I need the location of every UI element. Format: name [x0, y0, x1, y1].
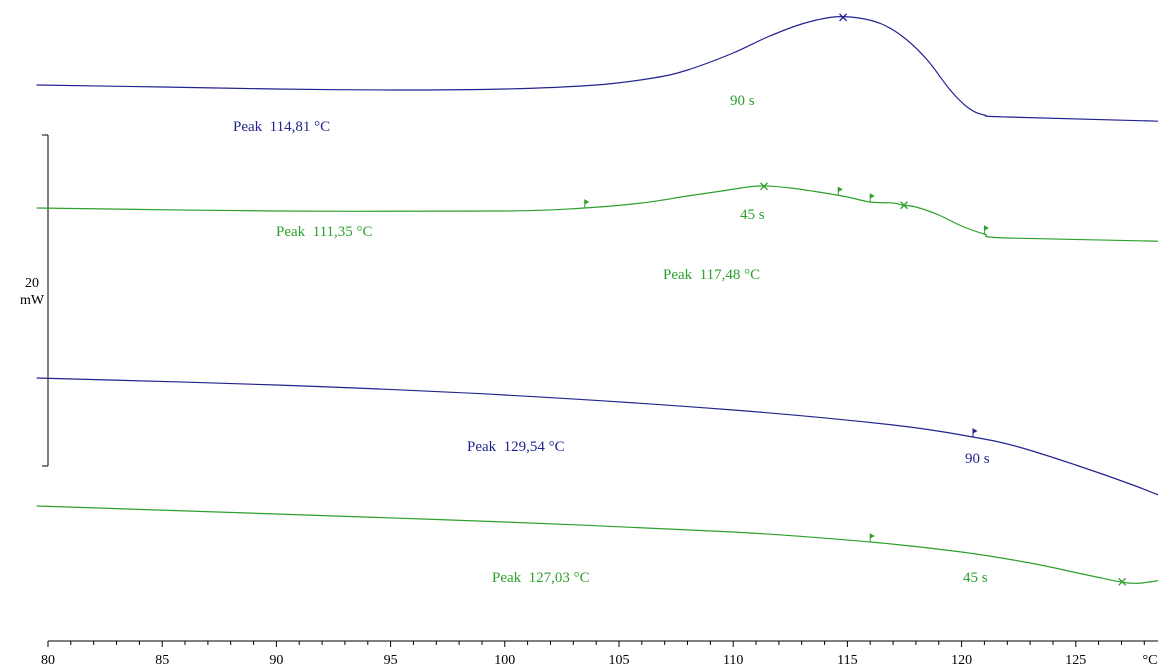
x-tick-label: 90 — [269, 653, 283, 668]
x-tick-label: 95 — [384, 653, 398, 668]
series-label-1: 90 s — [730, 93, 755, 109]
x-tick-label: 120 — [951, 653, 972, 668]
peak-marker-4-1 — [1118, 577, 1127, 586]
x-tick-label: 85 — [155, 653, 169, 668]
peak-marker-2-2 — [900, 201, 909, 210]
dsc-curve-2 — [36, 185, 1158, 242]
limit-flag-4-1 — [869, 533, 875, 542]
x-axis-ticks: 80859095100105110115120125130135140145 — [41, 641, 1145, 668]
x-tick-label: 80 — [41, 653, 55, 668]
limit-flag-2-3 — [869, 193, 875, 202]
limit-flag-2-4 — [983, 225, 989, 234]
limit-flag-3-1 — [972, 428, 978, 437]
peak-marker-2-1 — [760, 182, 768, 191]
scale-bar: 20 mW — [20, 134, 49, 467]
x-tick-label: 110 — [723, 653, 743, 668]
limit-flag-2-2 — [837, 186, 843, 196]
curve-labels: 90 s Peak 114,81 °C 45 s Peak 111,35 °C … — [233, 93, 990, 586]
peak-label-2a: Peak 111,35 °C — [276, 224, 373, 240]
scale-bar-value: 20 — [25, 276, 39, 291]
x-tick-label: 105 — [609, 653, 630, 668]
peak-marker-1-1 — [839, 13, 848, 22]
dsc-curve-4 — [36, 505, 1158, 584]
x-axis-unit: °C — [1143, 653, 1158, 668]
limit-flag-2-1 — [584, 199, 590, 208]
peak-label-1: Peak 114,81 °C — [233, 119, 330, 135]
x-tick-label: 115 — [837, 653, 857, 668]
dsc-curve-3 — [36, 377, 1158, 496]
peak-label-4: Peak 127,03 °C — [492, 570, 590, 586]
curves — [36, 13, 1158, 586]
peak-label-3: Peak 129,54 °C — [467, 439, 565, 455]
dsc-curve-1 — [36, 15, 1158, 122]
x-axis: 80859095100105110115120125130135140145 °… — [41, 640, 1158, 668]
x-tick-label: 100 — [494, 653, 515, 668]
x-tick-label: 125 — [1065, 653, 1086, 668]
peak-label-2b: Peak 117,48 °C — [663, 267, 760, 283]
scale-bar-unit: mW — [20, 293, 45, 308]
series-label-3: 90 s — [965, 451, 990, 467]
series-label-2: 45 s — [740, 207, 765, 223]
series-label-4: 45 s — [963, 570, 988, 586]
